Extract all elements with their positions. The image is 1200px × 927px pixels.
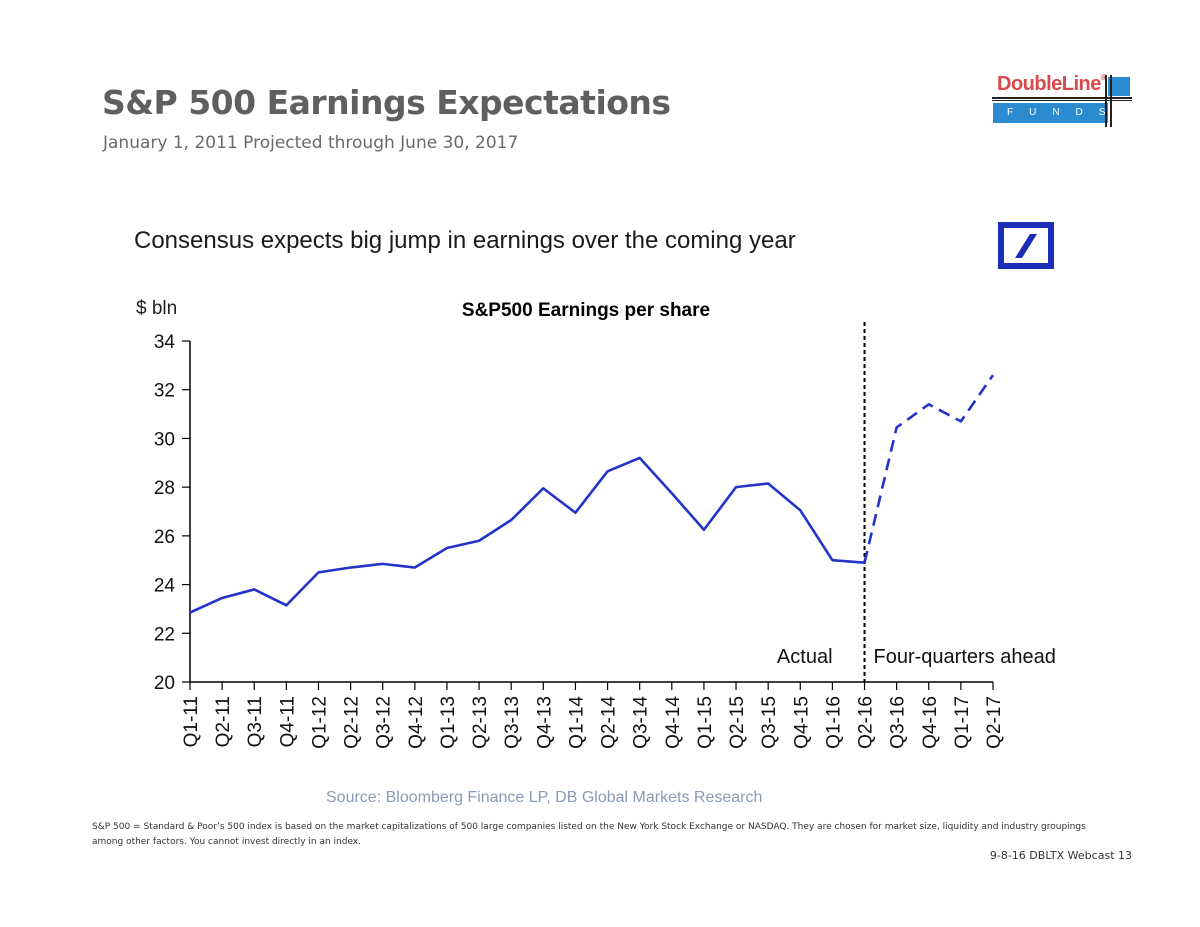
- x-tick-label: Q4-13: [534, 696, 555, 749]
- axes: 20 22 24 26 28 30 32 34 Q1-11 Q2-11 Q3-11 Q4-11 Q1-1…: [154, 322, 1005, 749]
- page-reference: 9-8-16 DBLTX Webcast 13: [989, 849, 1132, 862]
- x-tick-label: Q1-15: [695, 696, 716, 749]
- x-tick-label: Q4-14: [663, 696, 684, 749]
- chart-title: S&P500 Earnings per share: [462, 300, 710, 321]
- x-tick-label: Q2-11: [213, 696, 234, 747]
- y-tick-label: 22: [154, 624, 175, 645]
- x-tick-label: Q3-11: [245, 696, 266, 747]
- logo-square-icon: [1108, 77, 1130, 96]
- x-tick-label: Q2-15: [727, 696, 748, 749]
- x-tick-label: Q4-15: [791, 696, 812, 749]
- slide-subtitle: January 1, 2011 Projected through June 3…: [103, 133, 519, 153]
- logo-funds-band: FUNDS: [993, 103, 1108, 123]
- x-tick-label: Q2-16: [856, 696, 877, 749]
- forecast-series-line: [863, 374, 995, 563]
- x-tick-label: Q3-14: [631, 696, 652, 749]
- logo-wordmark: DoubleLine®: [997, 73, 1107, 96]
- logo-rule-line: [992, 100, 1132, 101]
- x-tick-label: Q3-16: [888, 696, 909, 749]
- x-tick-label: Q4-12: [406, 696, 427, 749]
- x-tick-label: Q2-12: [342, 696, 363, 749]
- logo-registered-mark: ®: [1100, 73, 1107, 82]
- logo-name: DoubleLine: [997, 73, 1101, 95]
- x-tick-label: Q1-11: [181, 696, 202, 747]
- logo-rule-line: [992, 97, 1132, 99]
- x-tick-label: Q2-14: [599, 696, 620, 749]
- annotation-forecast: Four-quarters ahead: [874, 646, 1056, 668]
- doubleline-logo: DoubleLine® FUNDS: [990, 73, 1135, 128]
- y-tick-label: 20: [154, 673, 175, 694]
- x-tick-label: Q3-13: [502, 696, 523, 749]
- x-tick-label: Q1-17: [952, 696, 973, 749]
- y-tick-label: 32: [154, 381, 175, 402]
- source-note: Source: Bloomberg Finance LP, DB Global …: [326, 789, 763, 806]
- y-tick-label: 24: [154, 576, 176, 597]
- x-tick-label: Q1-12: [309, 696, 330, 749]
- x-tick-label: Q1-16: [823, 696, 844, 749]
- series-group: [189, 374, 995, 614]
- y-tick-label: 26: [154, 527, 175, 548]
- x-tick-label: Q4-11: [277, 696, 298, 747]
- x-tick-label: Q4-16: [920, 696, 941, 749]
- x-tick-label: Q1-14: [566, 696, 587, 749]
- x-tick-label: Q2-17: [984, 696, 1005, 749]
- y-tick-label: 34: [154, 332, 176, 353]
- y-axis-label: $ bln: [136, 298, 177, 319]
- disclaimer-text: S&P 500 = Standard & Poor’s 500 index is…: [92, 822, 1086, 847]
- slide-title: S&P 500 Earnings Expectations: [102, 83, 671, 122]
- actual-series-line: [189, 456, 865, 614]
- logo-rule-line: [1105, 75, 1107, 127]
- annotation-actual: Actual: [777, 646, 833, 668]
- x-tick-label: Q3-15: [759, 696, 780, 749]
- x-tick-label: Q1-13: [438, 696, 459, 749]
- y-tick-label: 28: [154, 478, 175, 499]
- annotations-group: Actual Four-quarters ahead: [777, 646, 1056, 668]
- x-tick-label: Q3-12: [374, 696, 395, 749]
- x-tick-label: Q2-13: [470, 696, 491, 749]
- y-tick-label: 30: [154, 429, 175, 450]
- deutsche-bank-logo-icon: [998, 222, 1054, 269]
- chart-headline: Consensus expects big jump in earnings o…: [134, 227, 796, 254]
- logo-rule-line: [1110, 75, 1112, 127]
